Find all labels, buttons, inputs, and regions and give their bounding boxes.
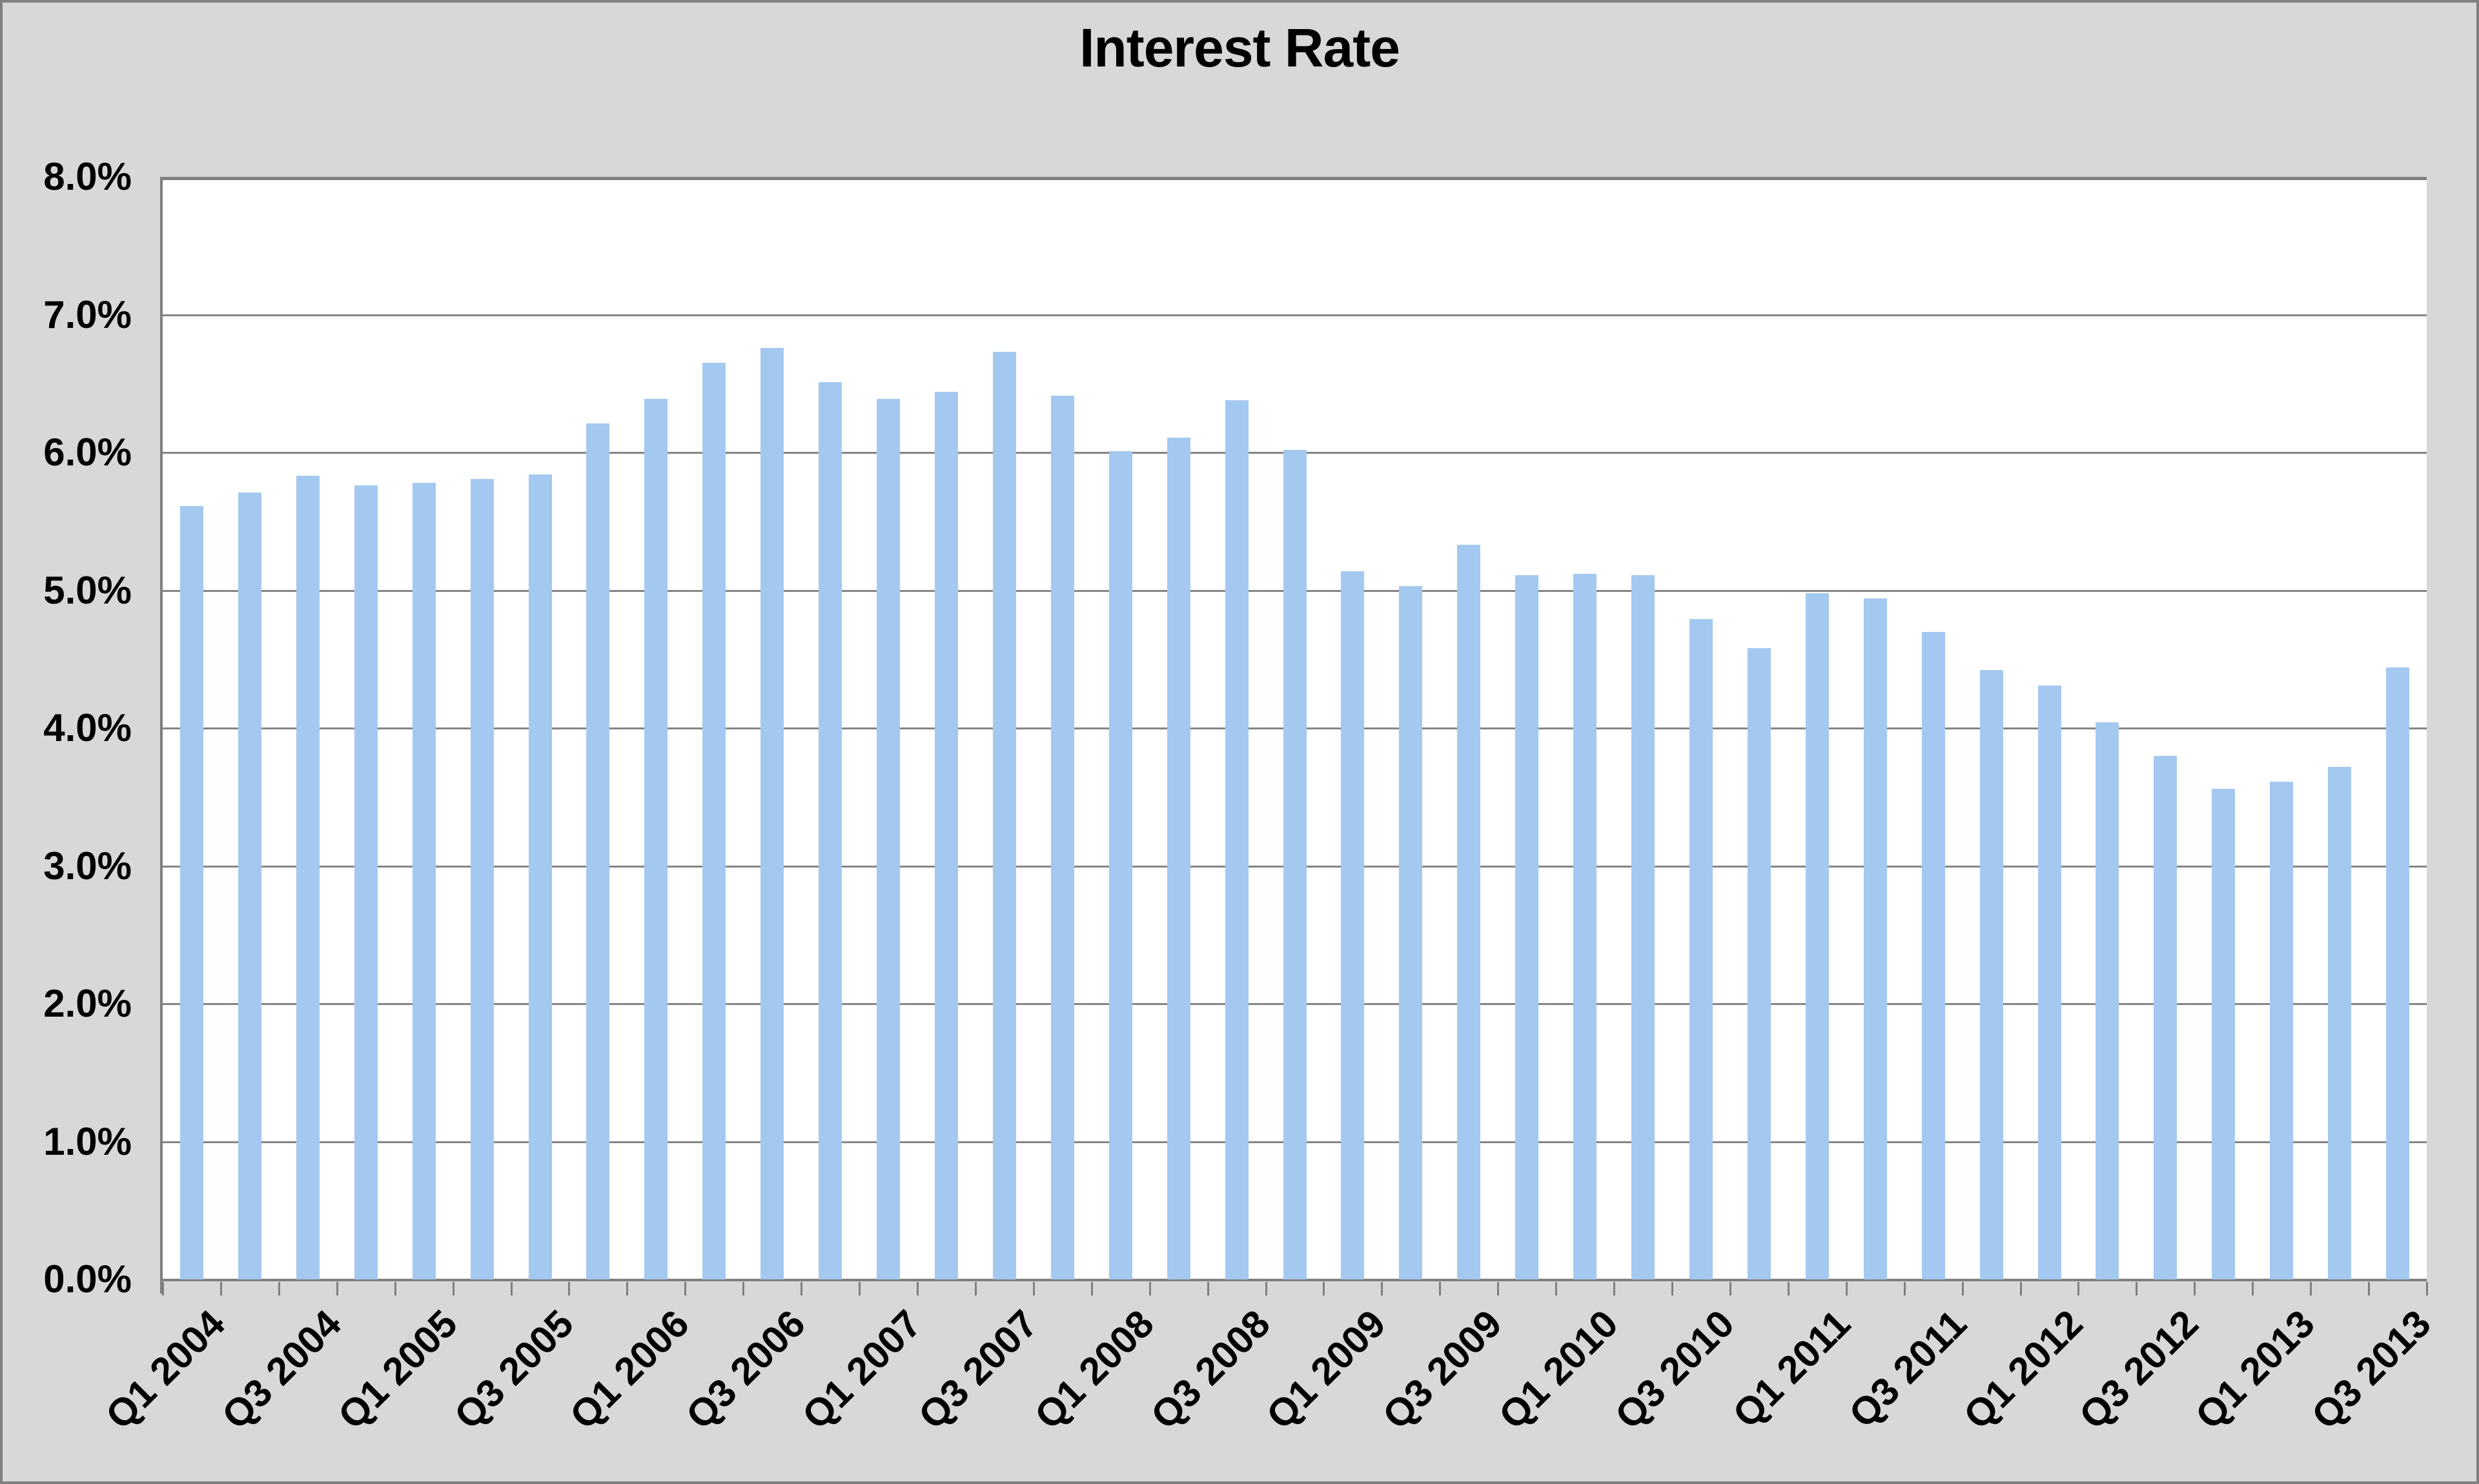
bar-q2-2008 [1167, 438, 1190, 1279]
bar-q2-2011 [1864, 598, 1887, 1279]
bar-q3-2004 [296, 476, 320, 1279]
x-tick [1788, 1282, 1790, 1296]
bar-q2-2012 [2096, 722, 2119, 1279]
bar-q1-2013 [2270, 782, 2293, 1279]
bar-q3-2007 [993, 352, 1016, 1279]
x-tick [2194, 1282, 2196, 1296]
y-tick-label: 3.0% [43, 844, 132, 888]
gridline [163, 314, 2427, 316]
bar-q4-2008 [1283, 450, 1307, 1279]
bar-q1-2011 [1806, 593, 1829, 1279]
x-tick [1497, 1282, 1499, 1296]
bar-q1-2008 [1109, 451, 1132, 1279]
bar-q4-2007 [1051, 396, 1074, 1279]
x-tick [1846, 1282, 1848, 1296]
x-tick [1265, 1282, 1267, 1296]
bar-q4-2004 [354, 485, 378, 1279]
bar-q3-2011 [1922, 632, 1945, 1279]
y-tick-label: 1.0% [43, 1120, 132, 1163]
x-tick [453, 1282, 454, 1296]
bar-q3-2005 [529, 474, 552, 1279]
x-tick [1613, 1282, 1615, 1296]
x-tick [684, 1282, 686, 1296]
bar-q2-2013 [2328, 767, 2351, 1279]
x-tick [162, 1282, 164, 1296]
y-tick-label: 0.0% [43, 1257, 132, 1301]
x-tick [2136, 1282, 2137, 1296]
x-tick [2368, 1282, 2370, 1296]
x-tick [278, 1282, 280, 1296]
x-tick [568, 1282, 570, 1296]
y-axis-line [160, 177, 163, 1294]
bar-q3-2006 [760, 348, 784, 1279]
x-tick [1207, 1282, 1209, 1296]
bar-q1-2012 [2038, 686, 2061, 1279]
x-tick [1671, 1282, 1673, 1296]
x-tick [2310, 1282, 2312, 1296]
bar-q4-2006 [819, 382, 842, 1279]
gridline [163, 177, 2427, 180]
y-tick-label: 4.0% [43, 706, 132, 749]
x-tick [2426, 1282, 2428, 1296]
chart-title: Interest Rate [1079, 17, 1400, 78]
bar-q2-2005 [471, 479, 494, 1279]
y-tick-label: 8.0% [43, 155, 132, 198]
x-tick [626, 1282, 628, 1296]
plot-area [163, 177, 2427, 1281]
x-tick [1149, 1282, 1151, 1296]
bar-q3-2013 [2386, 667, 2409, 1279]
bar-q3-2008 [1225, 400, 1249, 1279]
bar-q4-2011 [1980, 670, 2003, 1279]
bar-q1-2010 [1573, 574, 1597, 1279]
bar-q2-2006 [702, 363, 726, 1279]
bar-q4-2009 [1515, 575, 1538, 1279]
x-tick [1381, 1282, 1383, 1296]
bar-q2-2009 [1399, 586, 1422, 1279]
x-tick [1091, 1282, 1093, 1296]
bar-q1-2006 [644, 399, 668, 1279]
x-tick [742, 1282, 744, 1296]
y-tick-label: 6.0% [43, 431, 132, 474]
gridline [163, 1279, 2427, 1281]
x-tick [917, 1282, 919, 1296]
x-tick [511, 1282, 513, 1296]
bar-q4-2010 [1748, 648, 1771, 1279]
x-tick [1033, 1282, 1035, 1296]
y-tick-label: 2.0% [43, 982, 132, 1025]
bar-q3-2012 [2154, 756, 2177, 1279]
x-tick [1729, 1282, 1731, 1296]
x-tick [801, 1282, 802, 1296]
x-tick [1904, 1282, 1906, 1296]
bar-q1-2007 [877, 399, 900, 1279]
x-tick [1555, 1282, 1557, 1296]
x-tick [394, 1282, 396, 1296]
bar-q4-2012 [2212, 789, 2235, 1279]
bar-q3-2009 [1457, 545, 1480, 1279]
x-tick [859, 1282, 861, 1296]
x-tick [1439, 1282, 1441, 1296]
x-tick [2020, 1282, 2022, 1296]
bar-q3-2010 [1689, 619, 1713, 1279]
bar-q4-2005 [586, 423, 609, 1279]
bar-q2-2007 [935, 392, 958, 1279]
y-tick-label: 5.0% [43, 569, 132, 612]
x-tick [220, 1282, 222, 1296]
bar-q1-2009 [1341, 571, 1364, 1279]
x-tick [2077, 1282, 2079, 1296]
bar-q2-2010 [1631, 575, 1655, 1279]
x-tick [336, 1282, 338, 1296]
bar-q1-2005 [413, 483, 436, 1279]
x-tick [1962, 1282, 1964, 1296]
x-tick [975, 1282, 977, 1296]
x-tick [2252, 1282, 2254, 1296]
bar-q2-2004 [238, 493, 261, 1279]
bar-q1-2004 [180, 506, 203, 1279]
y-tick-label: 7.0% [43, 293, 132, 336]
x-tick [1323, 1282, 1325, 1296]
